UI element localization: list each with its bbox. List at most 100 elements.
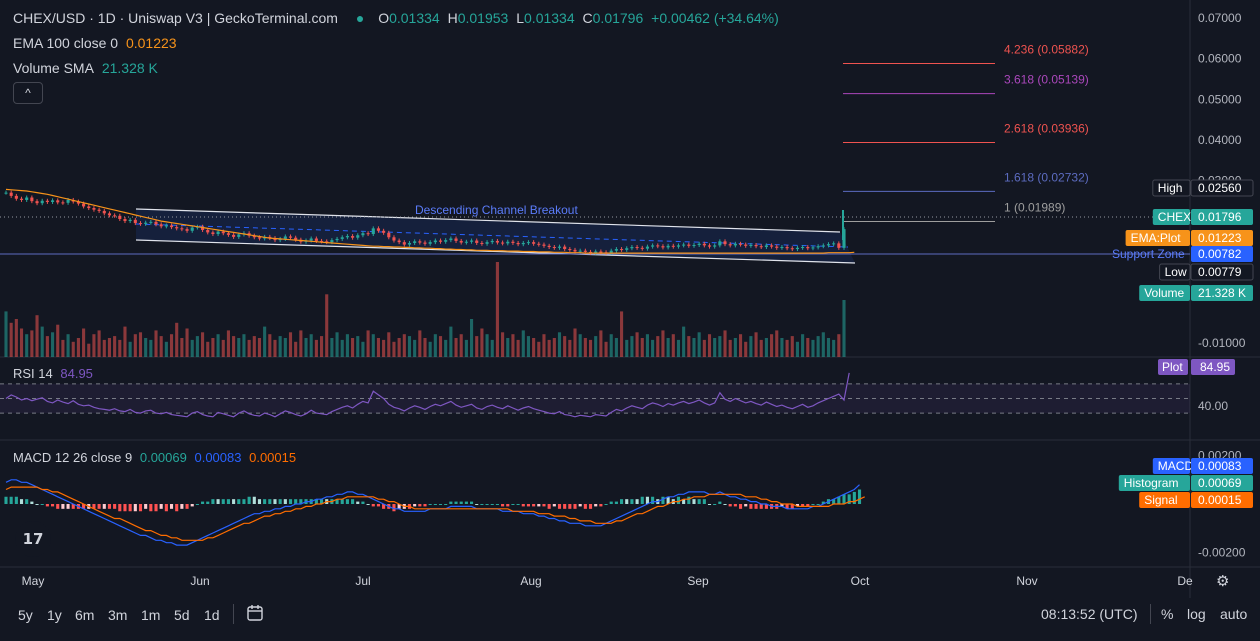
gear-icon[interactable]: ⚙ [1216,573,1230,590]
volume-bar [464,339,468,357]
candle [319,240,324,242]
toolbar-divider [233,604,234,624]
fib-level-label: 1.618 (0.02732) [1004,170,1089,184]
candle [775,246,779,248]
macd-histogram-bar [392,504,396,512]
macd-legend[interactable]: MACD 12 26 close 9 0.00069 0.00083 0.000… [13,450,300,465]
candle [382,230,386,233]
candle [56,200,60,203]
macd-histogram-bar [319,499,324,504]
macd-histogram-bar [123,504,127,512]
macd-histogram-bar [495,504,499,505]
volume-bar [557,332,562,357]
x-tick-label: De [1177,574,1193,588]
macd-histogram-bar [480,504,484,505]
macd-histogram-bar [376,504,380,507]
candle [423,242,427,244]
macd-histogram-bar [371,504,375,507]
candle [666,245,670,248]
percent-toggle[interactable]: % [1161,606,1174,622]
volume-bar [480,328,484,357]
tradingview-logo[interactable]: 17 [15,521,51,557]
macd-histogram-bar [475,504,479,505]
range-1d-button[interactable]: 1d [204,607,220,623]
candle [407,242,412,245]
range-6m-button[interactable]: 6m [75,607,95,623]
volume-bar [340,339,344,357]
candle [51,200,55,202]
collapse-legend-button[interactable]: ^ [13,82,43,104]
range-5y-button[interactable]: 5y [18,607,33,623]
candle [475,240,479,243]
calendar-icon[interactable] [246,604,264,622]
candle [66,199,70,203]
macd-histogram-bar [630,499,634,504]
macd-histogram-bar [620,499,624,504]
candle [314,238,318,241]
candle [376,228,380,231]
macd-histogram-bar [837,496,841,504]
candle [340,237,344,239]
candle [402,242,406,245]
volume-bar [832,339,836,357]
macd-histogram-bar [169,504,174,509]
volume-bar [304,338,308,357]
volume-bar [113,336,117,357]
macd-histogram-bar [82,504,86,509]
volume-bar [438,336,443,357]
candle [144,222,148,224]
macd-histogram-bar [19,499,24,504]
volume-bar [423,338,427,357]
macd-histogram-bar [340,499,344,504]
macd-histogram-bar [485,504,489,505]
macd-histogram-bar [242,499,246,504]
volume-bar [330,338,334,357]
volume-bar [780,338,784,357]
volume-bar [490,339,494,357]
ema-legend[interactable]: EMA 100 close 0 0.01223 [13,35,181,51]
macd-histogram-bar [594,504,598,507]
rsi-legend[interactable]: RSI 14 84.95 [13,366,97,381]
volume-bar [226,330,230,357]
macd-histogram-bar [573,504,577,509]
volume-bar [521,330,525,357]
volume-bar [614,338,618,357]
utc-clock[interactable]: 08:13:52 (UTC) [1041,606,1138,622]
candle [371,228,375,235]
macd-histogram-bar [563,504,567,509]
auto-toggle[interactable]: auto [1220,606,1248,622]
candle [392,237,396,241]
range-5d-button[interactable]: 5d [174,607,190,623]
candle [485,242,489,244]
volume-bar [195,336,199,357]
macd-histogram-bar [356,501,360,504]
volume-bar [635,332,639,357]
price-chart[interactable]: 0.070000.060000.050000.040000.030000.020… [0,0,1260,598]
x-tick-label: Jul [355,574,370,588]
chevron-up-icon: ^ [25,86,31,100]
macd-histogram-bar [175,504,179,512]
macd-histogram-bar [790,504,794,509]
range-3m-button[interactable]: 3m [108,607,128,623]
volume-bar [826,338,831,357]
candle [770,245,774,247]
candle [692,244,696,246]
volume-bar [578,334,582,357]
volume-bar [444,339,448,357]
macd-histogram-bar [816,504,820,505]
macd-histogram-bar [661,496,665,504]
volume-legend[interactable]: Volume SMA 21.328 K [13,60,162,76]
price-label-value: 0.00782 [1198,247,1242,261]
range-1y-button[interactable]: 1y [47,607,62,623]
volume-bar [418,330,422,357]
volume-bar [319,336,324,357]
log-toggle[interactable]: log [1187,606,1206,622]
macd-histogram-bar [107,504,112,509]
candle [169,225,174,228]
volume-bar [97,330,101,357]
candle [76,201,80,204]
candle [149,221,153,223]
volume-bar [273,339,277,357]
range-1m-button[interactable]: 1m [141,607,161,623]
macd-label-name: Histogram [1124,476,1179,490]
